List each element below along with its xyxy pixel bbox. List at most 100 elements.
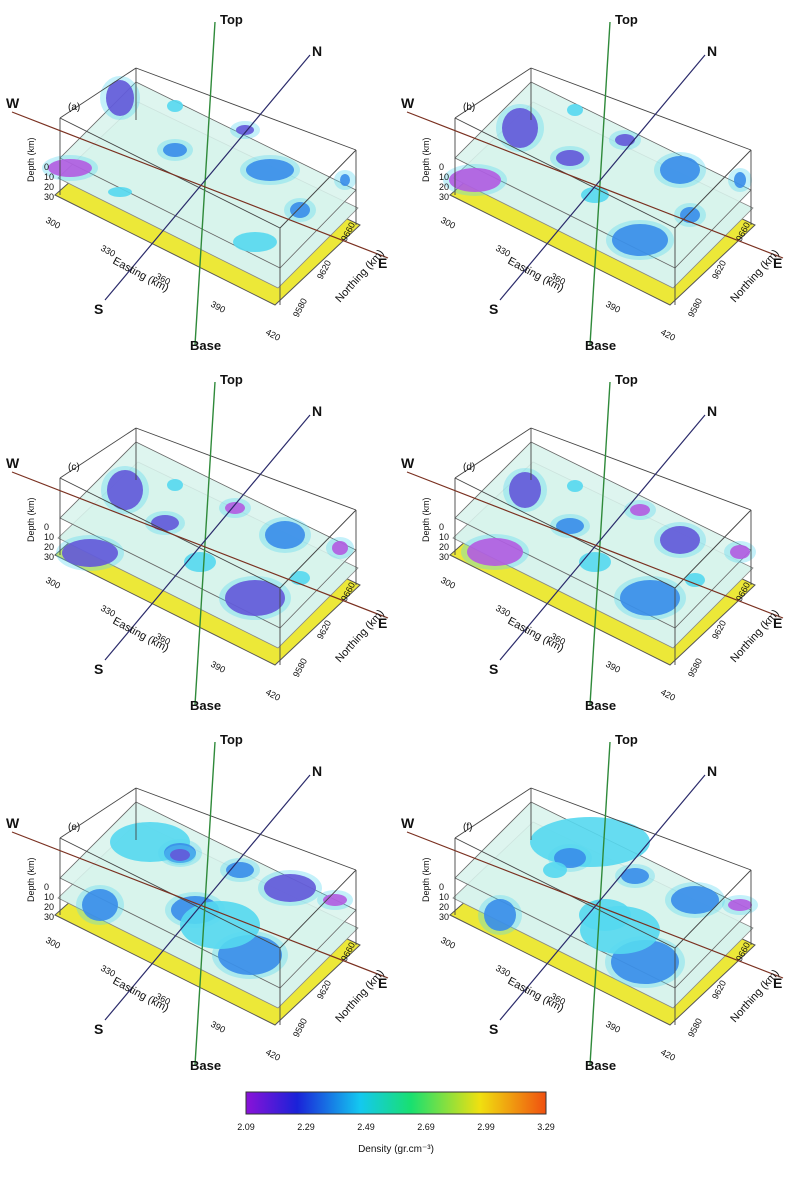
vertical-axis-line: [589, 741, 611, 1066]
base-label: Base: [585, 698, 616, 713]
density-anomaly: [620, 580, 680, 616]
density-anomaly: [612, 224, 668, 256]
density-anomaly-halo: [164, 845, 196, 865]
northing-axis-label: Northing (km): [728, 967, 781, 1025]
depth-tick: 20: [44, 542, 54, 552]
west-east-axis-line: [11, 831, 389, 979]
density-anomaly: [509, 472, 541, 508]
density-anomaly: [290, 202, 310, 218]
colorbar-tick-0: 2.09: [237, 1122, 255, 1132]
east-label: E: [773, 975, 782, 991]
density-anomaly: [340, 174, 350, 186]
easting-tick: 300: [44, 935, 62, 951]
depth-tick: 10: [439, 532, 449, 542]
density-anomaly: [180, 901, 260, 949]
depth-axis-label: Depth (km): [26, 857, 36, 902]
density-anomaly: [246, 159, 294, 181]
depth-tick: 30: [439, 912, 449, 922]
north-label: N: [707, 763, 717, 779]
density-anomaly: [290, 571, 310, 585]
colorbar-tick-3: 2.69: [417, 1122, 435, 1132]
base-label: Base: [190, 698, 221, 713]
south-label: S: [94, 661, 103, 677]
density-anomaly: [660, 156, 700, 184]
easting-tick: 390: [209, 1019, 227, 1035]
density-anomaly: [615, 134, 635, 146]
depth-tick: 0: [44, 882, 49, 892]
density-anomaly: [734, 172, 746, 188]
density-anomaly-halo: [219, 498, 251, 518]
northing-tick: 9580: [686, 297, 704, 319]
panel-letter: (e): [68, 822, 80, 833]
density-anomaly-halo: [157, 139, 193, 161]
density-anomaly-halo: [334, 170, 356, 190]
density-anomaly: [630, 504, 650, 516]
density-anomaly: [621, 868, 649, 884]
northing-axis-label: Northing (km): [333, 247, 386, 305]
easting-tick: 390: [604, 299, 622, 315]
panel-letter: (a): [68, 102, 80, 113]
density-anomaly: [225, 580, 285, 616]
box-edge: [454, 67, 532, 119]
depth-tick: 20: [439, 182, 449, 192]
colorbar-title: Density (gr.cm⁻³): [358, 1144, 434, 1155]
top-label: Top: [220, 732, 243, 747]
density-anomaly-halo: [674, 203, 706, 227]
west-label: W: [401, 455, 415, 471]
panel-letter: (b): [463, 102, 475, 113]
depth-tick: 30: [439, 552, 449, 562]
density-anomaly: [556, 518, 584, 534]
west-east-axis-line: [406, 831, 784, 979]
density-anomaly: [671, 886, 719, 914]
northing-axis-label: Northing (km): [333, 607, 386, 665]
density-anomaly: [579, 552, 611, 572]
density-anomaly: [484, 899, 516, 931]
colorbar-tick-1: 2.29: [297, 1122, 315, 1132]
base-label: Base: [585, 338, 616, 353]
box-edge: [674, 149, 752, 229]
density-anomaly-halo: [461, 534, 529, 570]
density-anomaly-halo: [606, 220, 674, 260]
box-edge: [279, 869, 357, 949]
easting-tick: 420: [264, 687, 282, 703]
colorbar-tick-4: 2.99: [477, 1122, 495, 1132]
box-edge: [454, 427, 532, 479]
density-anomaly-halo: [326, 537, 354, 559]
density-anomaly: [730, 545, 750, 559]
density-anomaly: [580, 906, 660, 954]
depth-tick: 0: [44, 522, 49, 532]
depth-tick: 10: [44, 532, 54, 542]
base-label: Base: [190, 1058, 221, 1073]
density-anomaly: [264, 874, 316, 902]
density-anomaly-halo: [654, 522, 706, 558]
depth-tick: 10: [44, 892, 54, 902]
panel-letter: (c): [68, 462, 80, 473]
box-edge: [135, 67, 357, 151]
west-label: W: [401, 815, 415, 831]
box-edge: [674, 509, 752, 589]
density-anomaly: [467, 538, 523, 566]
density-anomaly: [567, 480, 583, 492]
density-anomaly-halo: [722, 895, 758, 915]
density-anomaly: [554, 848, 586, 868]
density-anomaly-halo: [503, 468, 547, 512]
density-anomaly-halo: [724, 541, 756, 563]
north-label: N: [707, 43, 717, 59]
easting-tick: 390: [604, 659, 622, 675]
density-anomaly-halo: [728, 168, 752, 192]
density-anomaly-halo: [550, 146, 590, 170]
density-anomaly: [62, 539, 118, 567]
depth-tick: 20: [439, 542, 449, 552]
west-east-axis-line: [406, 111, 784, 259]
density-anomaly-halo: [220, 858, 260, 882]
easting-tick: 330: [99, 603, 117, 619]
top-label: Top: [220, 372, 243, 387]
north-label: N: [312, 403, 322, 419]
easting-tick: 330: [494, 603, 512, 619]
south-label: S: [94, 301, 103, 317]
easting-tick: 300: [44, 215, 62, 231]
depth-tick: 0: [439, 162, 444, 172]
